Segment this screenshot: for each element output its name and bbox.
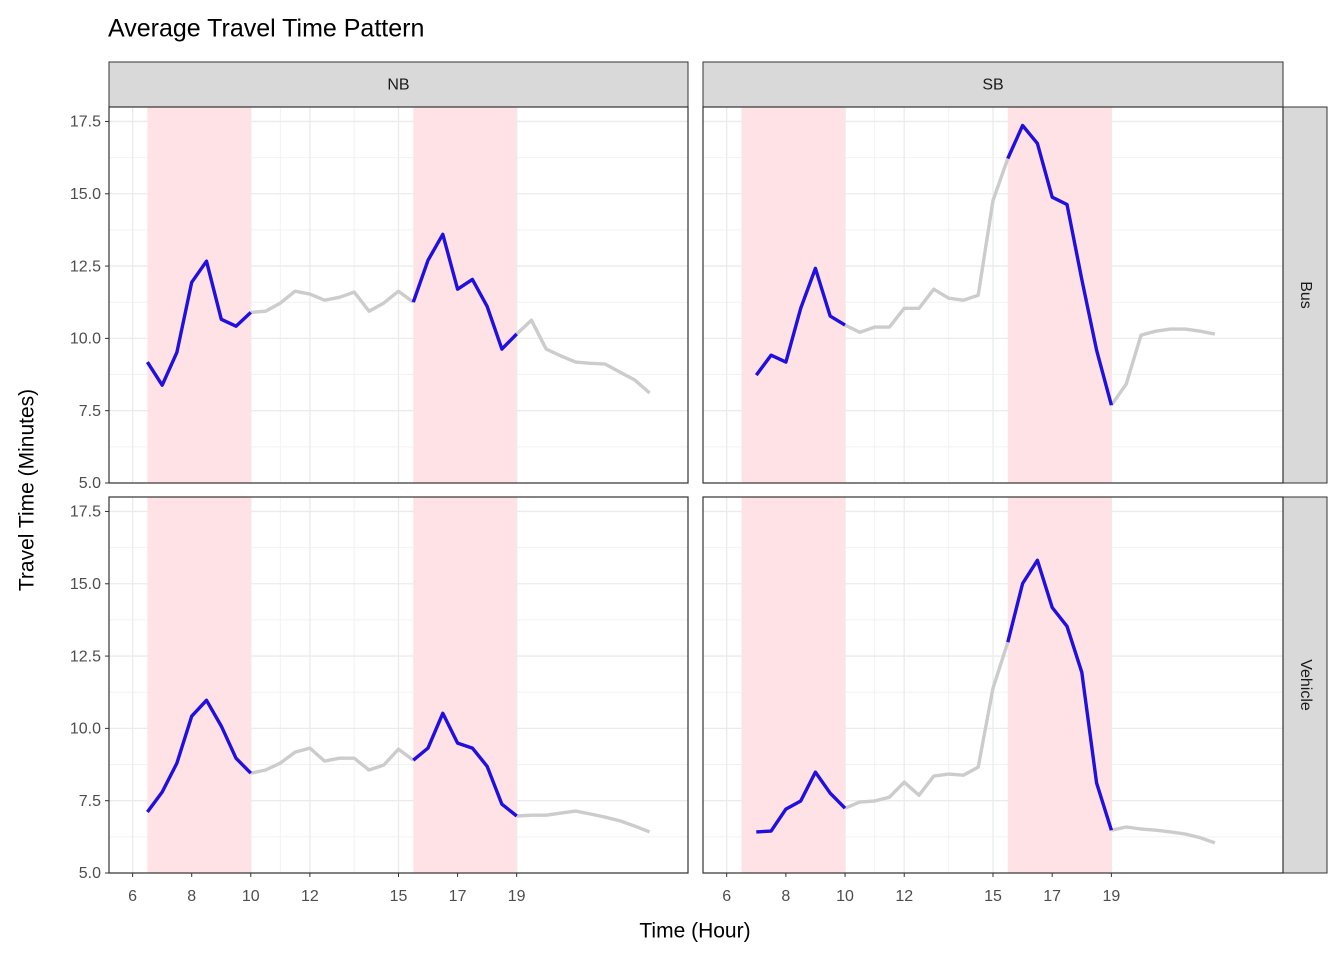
panel-border <box>108 106 689 484</box>
offpeak-line <box>516 809 651 834</box>
y-tick-label: 5.0 <box>79 475 101 492</box>
x-tick-label: 12 <box>895 888 913 905</box>
peak-shade <box>413 497 517 873</box>
peak-line <box>756 770 847 834</box>
strip-label: Vehicle <box>1297 659 1314 711</box>
x-tick-label: 19 <box>1102 888 1120 905</box>
x-tick-label: 17 <box>1043 888 1061 905</box>
x-tick-label: 15 <box>390 888 408 905</box>
offpeak-line <box>515 318 651 395</box>
strip-label: NB <box>387 77 409 94</box>
y-tick-label: 12.5 <box>70 258 101 275</box>
strip <box>1282 106 1328 484</box>
offpeak-line <box>844 641 1010 810</box>
offpeak-line <box>1110 327 1216 407</box>
y-tick-label: 10.0 <box>70 331 101 348</box>
panel-border <box>702 106 1284 484</box>
offpeak-line <box>1111 825 1216 845</box>
x-tick-label: 12 <box>301 888 319 905</box>
x-tick-label: 10 <box>242 888 260 905</box>
x-tick-label: 10 <box>836 888 854 905</box>
x-tick-label: 8 <box>187 888 196 905</box>
y-tick-label: 5.0 <box>79 865 101 882</box>
peak-shade <box>741 107 846 483</box>
x-tick-label: 19 <box>508 888 526 905</box>
y-tick-label: 12.5 <box>70 648 101 665</box>
chart-title: Average Travel Time Pattern <box>108 15 424 43</box>
peak-line <box>412 711 518 818</box>
y-tick-label: 17.5 <box>70 504 101 521</box>
peak-line <box>1006 123 1114 406</box>
y-tick-label: 15.0 <box>70 576 101 593</box>
peak-line <box>411 232 518 351</box>
y-tick-label: 7.5 <box>79 793 101 810</box>
x-tick-label: 8 <box>781 888 790 905</box>
strip <box>702 61 1284 108</box>
x-tick-label: 17 <box>449 888 467 905</box>
offpeak-line <box>250 746 415 775</box>
peak-shade <box>1007 497 1112 873</box>
x-axis-title: Time (Hour) <box>639 920 750 943</box>
strip <box>108 61 689 108</box>
y-tick-label: 10.0 <box>70 721 101 738</box>
strip-label: SB <box>982 77 1003 94</box>
peak-shade <box>741 497 846 873</box>
offpeak-line <box>250 289 415 315</box>
x-tick-label: 15 <box>984 888 1002 905</box>
peak-shade <box>147 497 251 873</box>
y-tick-label: 7.5 <box>79 403 101 420</box>
y-tick-label: 17.5 <box>70 114 101 131</box>
x-tick-label: 6 <box>722 888 731 905</box>
y-tick-label: 15.0 <box>70 186 101 203</box>
strip <box>1282 496 1328 874</box>
peak-line <box>754 266 846 377</box>
peak-shade <box>1007 107 1112 483</box>
peak-line <box>1006 558 1114 831</box>
strip-label: Bus <box>1297 281 1314 309</box>
peak-shade <box>147 107 251 483</box>
y-axis-title: Travel Time (Minutes) <box>16 389 39 591</box>
x-tick-label: 6 <box>128 888 137 905</box>
peak-line <box>145 259 252 387</box>
peak-shade <box>413 107 517 483</box>
peak-line <box>146 698 253 814</box>
offpeak-line <box>844 157 1010 334</box>
